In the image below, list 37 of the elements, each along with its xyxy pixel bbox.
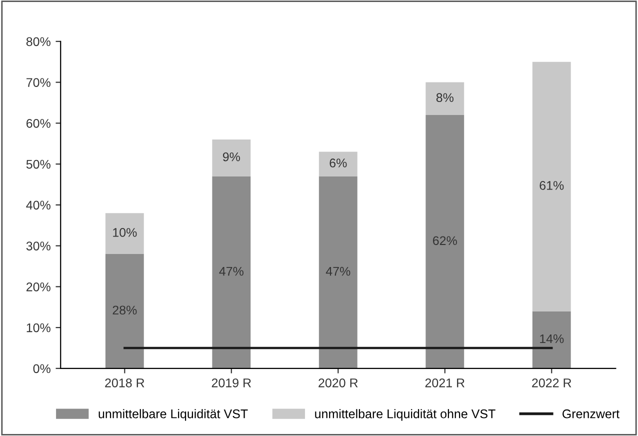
- y-tick-label: 10%: [26, 323, 50, 332]
- data-label: 28%: [112, 306, 137, 315]
- bar: [532, 311, 571, 368]
- data-label: 14%: [540, 334, 564, 344]
- x-tick-label: 2019 R: [212, 378, 251, 388]
- data-label: 9%: [222, 152, 240, 162]
- data-label: 61%: [540, 181, 564, 190]
- bar: [532, 62, 571, 312]
- bar: [426, 114, 464, 368]
- y-tick-label: 50%: [26, 160, 50, 169]
- y-tick-label: 70%: [26, 78, 50, 87]
- x-tick-label: 2022 R: [532, 378, 572, 388]
- bar: [318, 176, 358, 368]
- y-tick-label: 60%: [26, 118, 50, 128]
- x-tick-label: 2020 R: [318, 378, 358, 388]
- bar: [105, 254, 144, 368]
- y-tick-label: 80%: [26, 37, 50, 46]
- x-tick-label: 2021 R: [425, 378, 464, 388]
- bar: [105, 213, 144, 254]
- legend-label: unmittelbare Liquidität ohne VST: [315, 409, 496, 421]
- y-tick-label: 40%: [26, 200, 50, 210]
- legend-label: Grenzwert: [562, 409, 620, 418]
- legend-label: unmittelbare Liquidität VST: [98, 409, 248, 421]
- y-tick-label: 0%: [33, 364, 50, 374]
- data-label: 6%: [330, 158, 347, 168]
- bar: [426, 82, 464, 115]
- y-tick-label: 30%: [26, 242, 50, 250]
- bar: [212, 176, 251, 368]
- bar: [318, 152, 358, 176]
- x-tick-label: 2018 R: [105, 378, 144, 388]
- data-label: 8%: [436, 93, 454, 102]
- data-label: 47%: [219, 266, 244, 276]
- bar: [212, 140, 251, 176]
- data-label: 10%: [113, 228, 137, 237]
- data-label: 47%: [326, 266, 350, 276]
- data-label: 62%: [433, 236, 457, 246]
- y-tick-label: 20%: [26, 282, 50, 292]
